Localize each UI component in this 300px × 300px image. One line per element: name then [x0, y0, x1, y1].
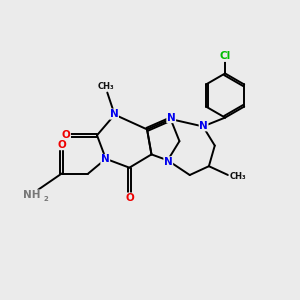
Text: O: O	[62, 130, 70, 140]
Text: Cl: Cl	[220, 51, 231, 62]
Text: N: N	[110, 109, 118, 119]
Text: CH₃: CH₃	[229, 172, 246, 181]
Text: N: N	[167, 112, 176, 123]
Text: N: N	[164, 157, 172, 167]
Text: CH₃: CH₃	[98, 82, 114, 91]
Text: 2: 2	[43, 196, 48, 202]
Text: O: O	[125, 193, 134, 203]
Text: NH: NH	[23, 190, 40, 200]
Text: N: N	[101, 154, 110, 164]
Text: N: N	[199, 121, 208, 131]
Text: O: O	[57, 140, 66, 150]
